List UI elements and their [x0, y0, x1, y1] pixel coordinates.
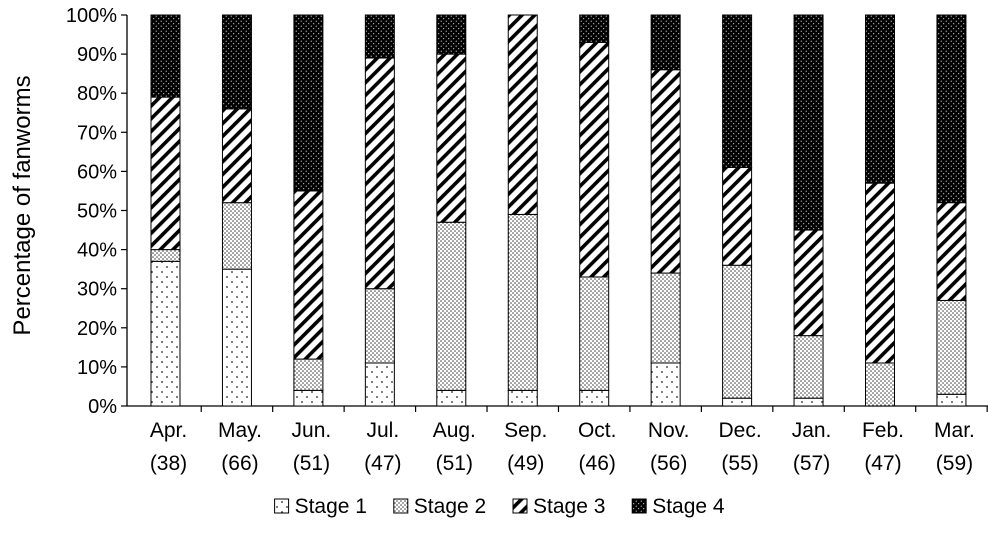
y-tick-label: 40% — [77, 240, 117, 262]
bar-segment-stage-3 — [936, 202, 967, 301]
bar-segment-stage-4 — [221, 14, 252, 110]
axis-labels: 0% 10% 20% 30% 40% 50% 60% 70% 80% 90% 100% Percent… — [9, 5, 975, 475]
bar-segment-stage-1 — [507, 389, 538, 407]
bar-segment-stage-4 — [865, 14, 895, 184]
x-tick-label-n: (46) — [579, 452, 616, 475]
bar-segment-stage-3 — [865, 182, 895, 364]
x-tick-label-month: Jan. — [792, 419, 832, 442]
bar-segment-stage-1 — [936, 393, 967, 407]
y-tick-label: 50% — [77, 201, 117, 223]
bar-segment-stage-1 — [722, 397, 753, 407]
bar-segment-stage-2 — [293, 358, 324, 391]
x-tick-label-n: (47) — [364, 452, 401, 475]
x-tick-label-month: Nov. — [648, 419, 690, 442]
x-tick-label-month: Mar. — [934, 419, 975, 442]
bar-segment-stage-2 — [364, 288, 395, 364]
legend-label: Stage 4 — [652, 495, 725, 518]
bar-segment-stage-4 — [793, 14, 824, 231]
bar-segment-stage-3 — [793, 229, 824, 337]
x-tick-label-n: (38) — [150, 452, 187, 475]
legend-swatch — [393, 498, 409, 514]
x-tick-label-n: (49) — [507, 452, 544, 475]
bar-segment-stage-4 — [579, 14, 610, 43]
x-tick-label-n: (47) — [864, 452, 901, 475]
bar-segment-stage-4 — [722, 14, 753, 168]
bar-segment-stage-1 — [221, 268, 252, 407]
bar-segment-stage-3 — [650, 69, 681, 274]
x-tick-label-month: Aug. — [433, 419, 476, 442]
bar-segment-stage-2 — [507, 213, 538, 391]
bar-segment-stage-1 — [793, 397, 824, 407]
bar-segment-stage-2 — [865, 362, 895, 407]
bar-segment-stage-3 — [722, 166, 753, 266]
x-tick-label-n: (51) — [436, 452, 473, 475]
bar-segment-stage-4 — [650, 14, 681, 71]
x-tick-label-n: (57) — [793, 452, 830, 475]
legend-label: Stage 2 — [414, 495, 486, 518]
y-tick-label: 60% — [77, 161, 117, 183]
x-tick-label-month: Jul. — [367, 419, 400, 442]
y-tick-label: 70% — [77, 122, 117, 144]
bar-segment-stage-2 — [150, 249, 181, 262]
bar-segment-stage-3 — [221, 108, 252, 204]
y-tick-label: 30% — [77, 279, 117, 301]
legend-swatch — [274, 498, 290, 514]
x-tick-label-n: (66) — [221, 452, 258, 475]
bar-segment-stage-1 — [436, 389, 467, 407]
bar-segment-stage-3 — [150, 96, 181, 251]
bar-segment-stage-3 — [436, 53, 467, 223]
x-tick-label-n: (55) — [721, 452, 758, 475]
bars — [150, 14, 967, 407]
y-tick-label: 90% — [77, 44, 117, 66]
x-tick-label-month: Oct. — [578, 419, 617, 442]
bar-segment-stage-4 — [293, 14, 324, 192]
legend-swatch — [512, 498, 528, 514]
bar-segment-stage-2 — [722, 264, 753, 399]
bar-segment-stage-2 — [221, 202, 252, 270]
bar-segment-stage-1 — [150, 260, 181, 407]
x-tick-label-n: (51) — [293, 452, 330, 475]
legend: Stage 1 Stage 2 Stage 3 Stage 4 — [274, 495, 725, 518]
x-tick-label-month: May. — [218, 419, 262, 442]
bar-segment-stage-1 — [293, 389, 324, 407]
bar-segment-stage-4 — [150, 14, 181, 98]
y-tick-label: 80% — [77, 83, 117, 105]
y-tick-label: 100% — [66, 5, 117, 27]
legend-label: Stage 3 — [533, 495, 605, 518]
axes — [121, 14, 988, 412]
y-axis-title: Percentage of fanworms — [9, 75, 36, 335]
bar-segment-stage-1 — [650, 362, 681, 407]
bar-segment-stage-3 — [293, 190, 324, 360]
y-tick-label: 20% — [77, 318, 117, 340]
legend-label: Stage 1 — [295, 495, 367, 518]
bar-segment-stage-4 — [936, 14, 967, 204]
x-tick-label-n: (56) — [650, 452, 687, 475]
bar-segment-stage-3 — [507, 14, 538, 215]
bar-segment-stage-2 — [436, 221, 467, 391]
y-tick-label: 10% — [77, 357, 117, 379]
bar-segment-stage-3 — [579, 41, 610, 278]
x-tick-label-month: Dec. — [719, 419, 762, 442]
legend-swatch — [631, 498, 647, 514]
x-tick-label-month: Feb. — [862, 419, 904, 442]
x-tick-label-month: Jun. — [292, 419, 332, 442]
bar-segment-stage-4 — [436, 14, 467, 55]
bar-segment-stage-2 — [793, 335, 824, 399]
bar-segment-stage-1 — [364, 362, 395, 407]
bar-segment-stage-1 — [579, 389, 610, 407]
bar-segment-stage-3 — [364, 57, 395, 290]
x-tick-label-n: (59) — [936, 452, 973, 475]
y-tick-label: 0% — [88, 396, 117, 418]
bar-segment-stage-2 — [936, 299, 967, 395]
x-tick-label-month: Sep. — [504, 419, 547, 442]
bar-segment-stage-2 — [579, 276, 610, 391]
bar-segment-stage-2 — [650, 272, 681, 364]
bar-segment-stage-4 — [364, 14, 395, 59]
x-tick-label-month: Apr. — [150, 419, 187, 442]
